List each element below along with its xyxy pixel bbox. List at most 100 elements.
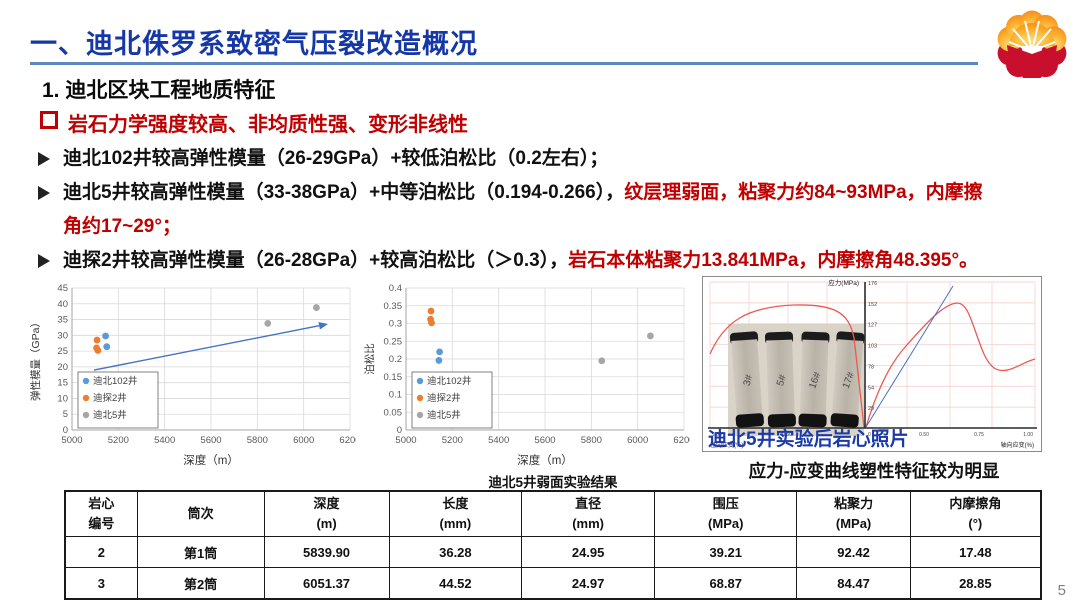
figure-caption: 应力-应变曲线塑性特征较为明显 [748, 461, 1000, 481]
arrow-bullet-icon [38, 152, 50, 166]
header-cell: 岩心 编号 [64, 490, 138, 537]
svg-text:5200: 5200 [442, 435, 463, 446]
slide-title: 一、迪北侏罗系致密气压裂改造概况 [30, 29, 478, 59]
bullet-text-highlight: 纹层理弱面，粘聚力约84~93MPa，内摩擦 [624, 182, 983, 203]
bullet-text: 迪北102井较高弹性模量（26-29GPa）+较低泊松比（0.2左右）； [63, 148, 609, 169]
core-sample: 5# [764, 331, 796, 428]
table-cell: 39.21 [653, 536, 798, 568]
bullet-item: 迪北5井较高弹性模量（33-38GPa）+中等泊松比（0.194-0.266），… [36, 176, 1060, 244]
svg-text:29: 29 [868, 406, 874, 412]
svg-text:20: 20 [57, 362, 68, 373]
svg-text:5800: 5800 [247, 435, 268, 446]
table-cell: 24.97 [521, 567, 655, 600]
svg-text:0.25: 0.25 [384, 336, 403, 347]
scatter-point [647, 332, 654, 340]
svg-text:6000: 6000 [293, 435, 314, 446]
svg-text:3#: 3# [742, 373, 755, 387]
svg-text:25: 25 [57, 346, 68, 357]
key-point: 岩石力学强度较高、非均质性强、变形非线性 [40, 108, 468, 137]
axial-strain-label: 轴向应变(%) [1001, 441, 1034, 449]
stress-ticks: 176 152 127 103 78 54 29 应力(MPa) 1.00 0.50 0 0.50 0.… [710, 278, 1034, 449]
svg-text:0.3: 0.3 [389, 319, 402, 330]
svg-text:152: 152 [868, 302, 877, 308]
table-cell: 36.28 [388, 536, 523, 568]
svg-text:0.50: 0.50 [782, 432, 792, 438]
svg-text:5400: 5400 [488, 435, 509, 446]
svg-text:103: 103 [868, 344, 877, 350]
arrow-bullet-icon [38, 186, 50, 200]
svg-text:5200: 5200 [108, 435, 129, 446]
core-sample: 3# [729, 331, 764, 428]
svg-text:0: 0 [397, 425, 402, 436]
table-row: 3 第2筒 6051.37 44.52 24.97 68.87 84.47 28.85 [64, 567, 1042, 600]
svg-text:应力(MPa): 应力(MPa) [828, 278, 859, 287]
table-cell: 92.42 [796, 536, 911, 568]
key-point-text: 岩石力学强度较高、非均质性强、变形非线性 [68, 114, 468, 136]
svg-text:0.2: 0.2 [389, 354, 402, 365]
svg-text:迪北5井: 迪北5井 [93, 409, 127, 421]
svg-text:176: 176 [868, 281, 877, 287]
svg-text:0.05: 0.05 [384, 407, 403, 418]
svg-text:30: 30 [57, 330, 68, 341]
svg-text:1.00: 1.00 [1023, 432, 1033, 438]
header-cell: 围压 (MPa) [653, 490, 798, 537]
table-cell: 5839.90 [263, 536, 390, 568]
svg-text:0: 0 [63, 425, 68, 436]
svg-text:78: 78 [868, 364, 874, 370]
scatter-point [598, 357, 606, 365]
scatter-point [102, 332, 109, 340]
svg-text:迪北102井: 迪北102井 [427, 375, 471, 387]
scatter-point [264, 319, 272, 327]
svg-text:5000: 5000 [395, 435, 416, 446]
experiment-results-table: 岩心 编号 筒次 深度 (m) 长度 (mm) 直径 (mm) 围压 (MPa) 粘聚力 (MPa) 内摩… [64, 490, 1042, 600]
trend-arrow [93, 321, 328, 371]
table-cell: 6051.37 [263, 567, 390, 600]
svg-text:1.00: 1.00 [712, 432, 722, 438]
header-cell: 粘聚力 (MPa) [796, 490, 911, 537]
modulus-line [865, 285, 954, 428]
svg-text:迪探2井: 迪探2井 [93, 392, 127, 404]
svg-text:5400: 5400 [154, 435, 175, 446]
arrow-bullet-icon [38, 254, 50, 268]
svg-text:45: 45 [57, 283, 68, 294]
svg-text:0.35: 0.35 [384, 301, 403, 312]
axis-ticks: 0 5 10 15 20 25 30 35 40 45 5000 5200 5400 5600 5800 60… [57, 283, 356, 446]
header-cell: 长度 (mm) [388, 490, 523, 537]
scatter-point [428, 319, 435, 327]
scatter-point [93, 336, 101, 344]
bullet-text: 迪探2井较高弹性模量（26-28GPa）+较高泊松比（＞0.3）， [63, 250, 569, 271]
stress-strain-panel: 3# 5# 16# 17# 176 152 127 103 78 54 29 应力(MPa) 1.00 0… [702, 276, 1046, 483]
title-divider [30, 62, 978, 65]
bullet-text: 迪北5井较高弹性模量（33-38GPa）+中等泊松比（0.194-0.266）， [63, 182, 625, 203]
svg-text:0.50: 0.50 [919, 432, 929, 438]
scatter-points [427, 307, 654, 365]
header-cell: 内摩擦角 (°) [909, 490, 1042, 537]
svg-text:迪北102井: 迪北102井 [93, 375, 137, 387]
svg-text:0.15: 0.15 [384, 372, 403, 383]
bullet-text-highlight: 角约17~29°； [63, 216, 181, 237]
y-axis-label: 泊松比 [363, 343, 376, 375]
logo-petals [997, 10, 1067, 78]
x-axis-label: 深度（m） [183, 453, 239, 467]
elastic-modulus-chart: 0 5 10 15 20 25 30 35 40 45 5000 5200 5400 5600 5800 60… [29, 283, 356, 467]
petrochina-logo [997, 10, 1067, 78]
svg-text:54: 54 [868, 385, 874, 391]
svg-text:5800: 5800 [581, 435, 602, 446]
svg-text:6000: 6000 [627, 435, 648, 446]
bullet-list: 迪北102井较高弹性模量（26-29GPa）+较低泊松比（0.2左右）； 迪北5井… [36, 142, 1060, 278]
svg-text:5600: 5600 [534, 435, 555, 446]
square-bullet-icon [40, 111, 58, 129]
core-sample: 17# [830, 331, 865, 428]
table-cell: 3 [64, 567, 138, 600]
header-cell: 深度 (m) [263, 490, 390, 537]
table-cell: 28.85 [909, 567, 1042, 600]
poisson-ratio-chart: 0 0.05 0.1 0.15 0.2 0.25 0.3 0.35 0.4 5000 5200 540… [363, 283, 690, 467]
header-cell: 直径 (mm) [521, 490, 655, 537]
svg-text:127: 127 [868, 323, 877, 329]
scatter-point [103, 343, 111, 351]
scatter-point [313, 304, 320, 311]
svg-text:5600: 5600 [200, 435, 221, 446]
table-cell: 44.52 [388, 567, 523, 600]
